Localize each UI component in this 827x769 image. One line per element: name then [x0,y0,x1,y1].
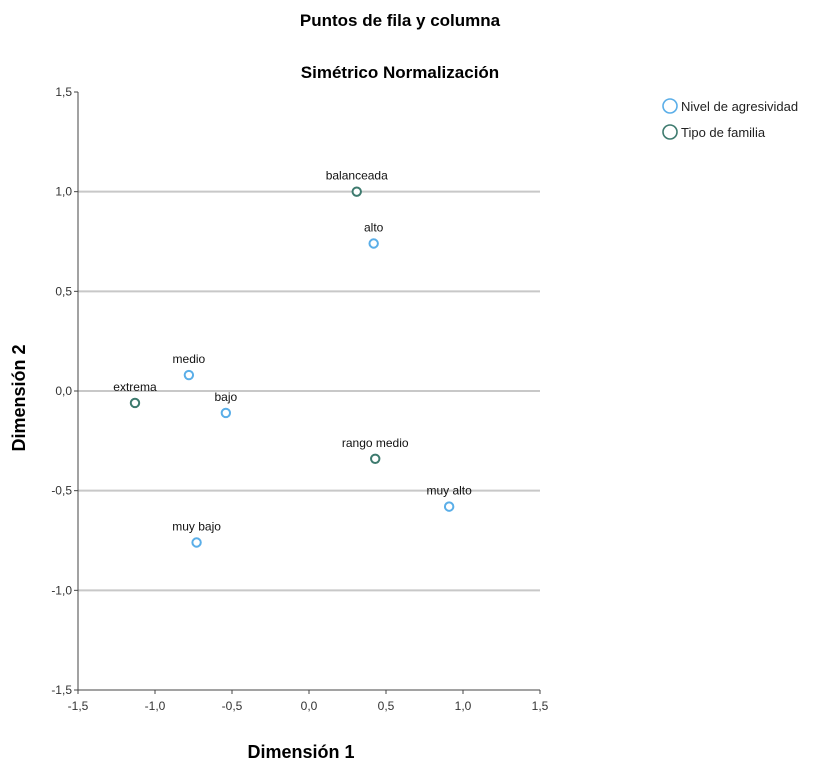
x-tick-label: -1,0 [145,699,166,713]
data-points [129,186,455,548]
x-axis-title: Dimensión 1 [247,742,354,762]
chart-title: Puntos de fila y columna [300,11,501,30]
y-tick-label: -1,5 [51,683,72,697]
data-point [191,537,202,548]
x-tick-label: -0,5 [222,699,243,713]
point-label: bajo [214,390,237,404]
legend-marker [662,98,678,114]
legend-label: Nivel de agresividad [681,99,798,114]
y-axis-title: Dimensión 2 [9,344,29,451]
x-tick-label: 1,0 [455,699,472,713]
data-point [370,453,381,464]
point-label: muy bajo [172,519,221,533]
data-point [368,238,379,249]
y-tick-label: 1,0 [55,185,72,199]
x-tick-label: 0,5 [378,699,395,713]
data-point [443,501,455,512]
legend-marker [662,124,678,140]
y-tick-label: 1,5 [55,85,72,99]
data-point [351,186,362,197]
point-label: extrema [113,380,157,394]
legend: Nivel de agresividad Tipo de familia [662,98,798,140]
point-label: balanceada [326,169,388,183]
point-label: medio [173,352,206,366]
gridlines [78,190,540,592]
chart-subtitle: Simétrico Normalización [301,63,499,82]
data-point [183,369,195,381]
x-tick-label: 1,5 [532,699,549,713]
x-tick-label: 0,0 [301,699,318,713]
point-label: rango medio [342,436,409,450]
legend-label: Tipo de familia [681,125,766,140]
y-tick-label: 0,5 [55,284,72,298]
point-labels: alto medio bajo muy alto muy bajo balanceada e… [113,169,472,534]
y-tick-label: 0,0 [55,384,72,398]
point-label: alto [364,220,384,234]
y-tick-label: -0,5 [51,484,72,498]
point-label: muy alto [426,484,472,498]
y-tick-label: -1,0 [51,583,72,597]
tick-labels: -1,5 -1,0 -0,5 0,0 0,5 1,0 1,5 -1,5 -1,0 -0,5 0,0 0… [51,85,548,713]
axes [74,91,541,694]
data-point [129,397,141,409]
x-tick-label: -1,5 [68,699,89,713]
data-point [220,407,232,419]
